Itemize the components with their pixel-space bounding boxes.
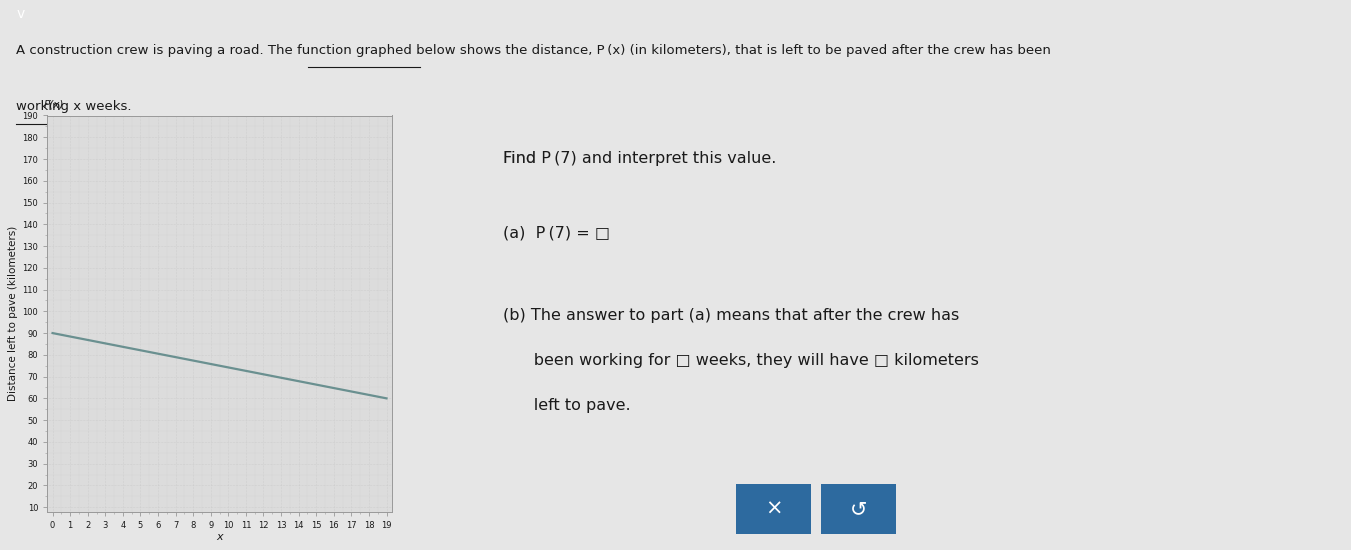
Text: A construction crew is paving a road. The function graphed below shows the dista: A construction crew is paving a road. Th… [16, 43, 1051, 57]
Text: Find P (7) and interpret this value.: Find P (7) and interpret this value. [503, 151, 775, 166]
Text: left to pave.: left to pave. [503, 398, 630, 412]
Text: Find P (7): Find P (7) [503, 151, 577, 166]
Text: working x weeks.: working x weeks. [16, 100, 131, 113]
Text: A construction crew is paving a road. The function graphed: A construction crew is paving a road. Th… [16, 43, 412, 57]
Text: been working for □ weeks, they will have □ kilometers: been working for □ weeks, they will have… [503, 353, 978, 368]
Y-axis label: Distance left to pave (kilometers): Distance left to pave (kilometers) [8, 226, 18, 401]
Text: P(x): P(x) [43, 100, 65, 109]
Text: (a)  P (7) = □: (a) P (7) = □ [503, 226, 609, 241]
Text: Find: Find [503, 151, 540, 166]
Text: ×: × [765, 499, 782, 519]
Text: (b) The answer to part (a) means that after the crew has: (b) The answer to part (a) means that af… [503, 308, 959, 323]
X-axis label: x: x [216, 532, 223, 542]
Text: ↺: ↺ [850, 499, 867, 519]
Text: v: v [16, 7, 24, 20]
